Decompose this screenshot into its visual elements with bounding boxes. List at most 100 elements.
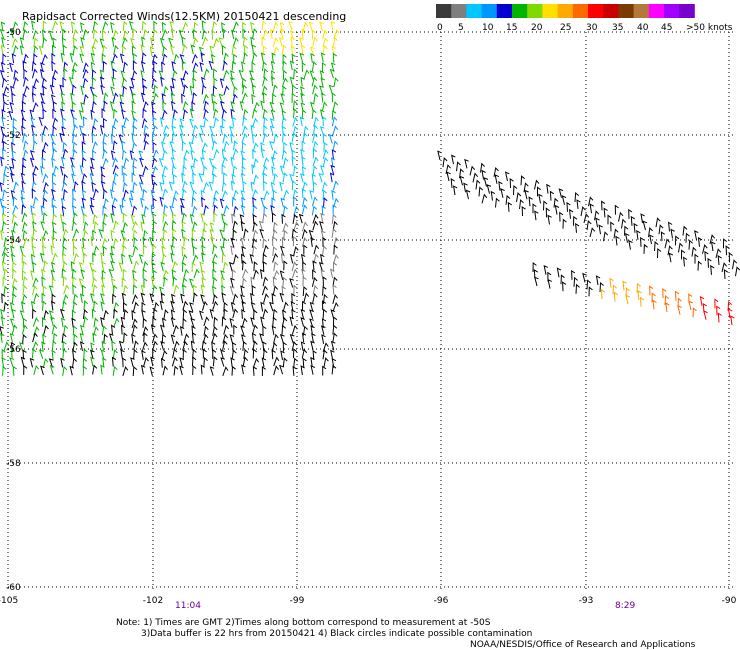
wind-barb [0, 21, 6, 32]
wind-barb [61, 126, 66, 137]
wind-barb [201, 236, 206, 247]
wind-barb [62, 221, 67, 232]
wind-barb [30, 270, 35, 280]
wind-barb [241, 196, 246, 207]
wind-barb [109, 252, 115, 263]
wind-barb [272, 316, 277, 327]
wind-barb [301, 28, 306, 39]
wind-barb [151, 157, 158, 168]
wind-barb [12, 117, 17, 128]
swath-time-label: 11:04 [175, 601, 201, 611]
wind-barb [262, 308, 269, 319]
wind-barb [42, 197, 48, 208]
wind-barb [52, 125, 57, 136]
wind-barb [29, 109, 35, 120]
wind-barb [451, 154, 456, 165]
wind-barb [198, 173, 204, 183]
wind-barb [312, 284, 319, 295]
wind-barb [300, 317, 305, 327]
wind-barb [138, 174, 144, 184]
wind-barb [149, 46, 155, 57]
wind-barb [221, 148, 227, 159]
wind-barb [10, 172, 15, 183]
wind-barb [72, 124, 78, 135]
wind-barb [169, 20, 175, 31]
wind-barb [122, 85, 128, 96]
wind-barb [183, 236, 188, 247]
wind-barb [521, 206, 526, 217]
wind-barb [22, 333, 27, 344]
wind-barb [182, 165, 187, 176]
legend-swatch [572, 4, 589, 18]
wind-barb [131, 318, 138, 329]
wind-barb [472, 172, 479, 183]
wind-barb [588, 196, 594, 207]
wind-barb [169, 85, 175, 96]
wind-barb [60, 92, 66, 103]
wind-barb [42, 29, 47, 40]
wind-barb [332, 261, 337, 272]
wind-barb [261, 36, 266, 47]
wind-barb [723, 238, 728, 249]
wind-barb [90, 293, 95, 303]
wind-barb [163, 276, 168, 287]
wind-barb [31, 188, 36, 199]
map-title: Rapidsact Corrected Winds(12.5KM) 201504… [22, 10, 346, 23]
wind-barb [20, 109, 26, 120]
wind-barb [140, 44, 145, 55]
wind-barb [331, 364, 337, 375]
wind-barb [32, 85, 37, 96]
wind-barb [179, 357, 184, 368]
wind-barb [240, 334, 246, 344]
wind-barb [242, 28, 247, 39]
wind-barb [30, 117, 36, 128]
wind-barb [238, 69, 244, 80]
wind-barb [10, 245, 15, 256]
wind-barb [119, 94, 124, 104]
wind-barb [442, 157, 448, 168]
wind-barb [219, 101, 225, 111]
wind-barb [221, 117, 226, 128]
wind-barb [271, 212, 276, 223]
wind-barb [200, 284, 206, 295]
wind-barb [1, 246, 9, 257]
wind-barb [62, 260, 68, 271]
wind-barb [80, 22, 85, 33]
wind-barb [505, 194, 511, 205]
wind-barb [170, 101, 176, 111]
wind-barb [546, 183, 551, 194]
wind-barb [242, 180, 247, 191]
wind-barb [33, 78, 40, 88]
wind-barb [42, 285, 47, 296]
wind-barb [72, 68, 77, 79]
wind-barb [133, 301, 139, 312]
wind-barb [259, 228, 265, 239]
wind-barb [143, 84, 148, 95]
wind-barb [161, 61, 166, 72]
wind-barb [192, 37, 199, 48]
wind-barb [33, 132, 38, 143]
wind-barb [170, 92, 176, 103]
wind-barb [93, 245, 99, 256]
wind-barb [636, 282, 641, 293]
wind-barb [549, 190, 555, 201]
wind-barb [101, 269, 106, 280]
wind-barb [113, 317, 120, 328]
wind-barb [222, 261, 229, 272]
wind-barb [241, 92, 248, 103]
wind-barb [250, 124, 255, 135]
wind-barb [19, 245, 25, 256]
wind-barb [22, 157, 27, 168]
wind-barb [299, 52, 305, 63]
wind-barb [102, 141, 107, 152]
wind-barb [561, 195, 567, 205]
wind-barb [102, 21, 109, 31]
wind-barb [188, 141, 194, 152]
wind-barb [191, 237, 196, 248]
wind-barb [212, 277, 218, 288]
wind-barb [191, 53, 198, 64]
wind-barb [272, 84, 278, 95]
wind-barb [102, 132, 108, 143]
wind-barb [320, 253, 325, 264]
wind-barb [131, 220, 138, 231]
